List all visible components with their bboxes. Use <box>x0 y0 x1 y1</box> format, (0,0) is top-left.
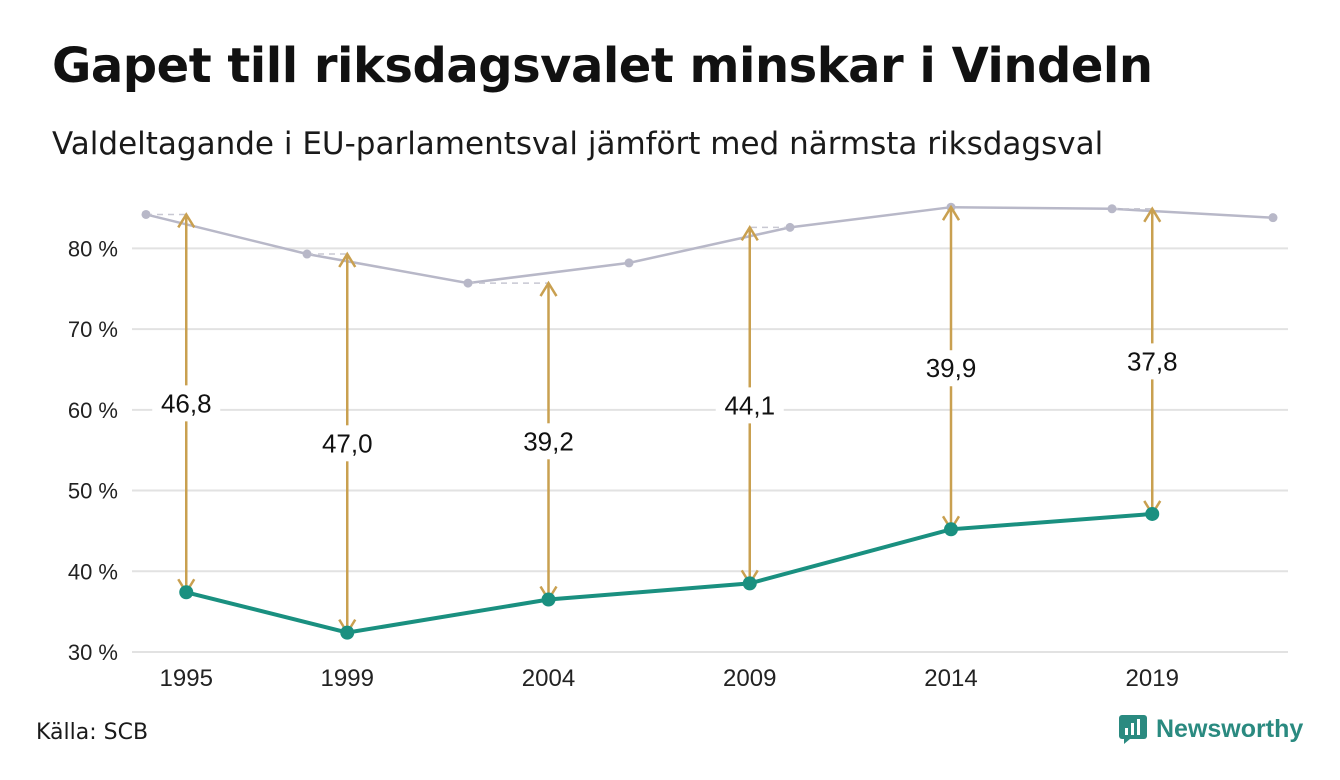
riksdag-point <box>785 222 795 232</box>
x-tick-label: 2014 <box>924 665 977 692</box>
y-tick-label: 50 % <box>68 479 118 504</box>
gap-data-label: 47,0 <box>322 428 373 458</box>
page-title: Gapet till riksdagsvalet minskar i Vinde… <box>52 38 1153 94</box>
gap-arrow-head-top <box>177 212 196 229</box>
gap-arrow-head-top <box>941 204 961 221</box>
riksdag-point <box>302 249 312 259</box>
gap-arrow-head-top <box>539 280 558 297</box>
y-tick-label: 80 % <box>68 236 118 261</box>
brand-name: Newsworthy <box>1156 714 1304 743</box>
gap-data-label: 39,2 <box>523 426 574 456</box>
y-tick-label: 40 % <box>68 559 118 584</box>
gap-arrow-head-top <box>1143 206 1162 223</box>
y-tick-label: 70 % <box>68 317 118 342</box>
brand-logo: Newsworthy <box>1118 714 1303 744</box>
gap-label-bg <box>1118 343 1187 380</box>
y-tick-label: 30 % <box>68 640 118 665</box>
gap-data-label: 46,8 <box>161 388 212 418</box>
y-tick-label: 60 % <box>68 398 118 423</box>
newsworthy-logo-icon <box>1119 715 1147 744</box>
x-tick-label: 2009 <box>723 665 776 692</box>
riksdag-point <box>1107 204 1117 214</box>
riksdag-point <box>463 278 473 288</box>
gap-label-bg <box>917 350 985 387</box>
eu-point <box>944 522 958 537</box>
gap-label-bg <box>715 387 784 424</box>
eu-point <box>742 576 757 591</box>
riksdag-series-line <box>145 205 1274 285</box>
gap-label-bg <box>514 423 583 460</box>
gap-label-bg <box>313 425 382 462</box>
source-note: Källa: SCB <box>36 720 149 745</box>
x-tick-label: 2004 <box>522 665 575 692</box>
eu-point <box>340 625 355 640</box>
eu-series-line <box>185 511 1153 635</box>
gap-arrow-head-top <box>338 251 357 268</box>
x-tick-label: 2019 <box>1126 665 1179 692</box>
x-tick-label: 1995 <box>160 665 213 692</box>
page-subtitle: Valdeltagande i EU-parlamentsval jämfört… <box>52 126 1104 162</box>
eu-point <box>179 585 194 600</box>
eu-point <box>541 592 556 607</box>
riksdag-point <box>1268 213 1278 223</box>
x-tick-label: 1999 <box>321 665 374 692</box>
gap-label-bg <box>152 385 221 422</box>
riksdag-point <box>624 258 634 268</box>
gap-arrow-head-top <box>740 224 759 242</box>
gap-data-label: 44,1 <box>724 390 775 420</box>
eu-point <box>1145 506 1160 521</box>
gap-data-label: 37,8 <box>1127 346 1178 376</box>
riksdag-point <box>141 209 151 219</box>
gap-data-label: 39,9 <box>926 353 977 383</box>
